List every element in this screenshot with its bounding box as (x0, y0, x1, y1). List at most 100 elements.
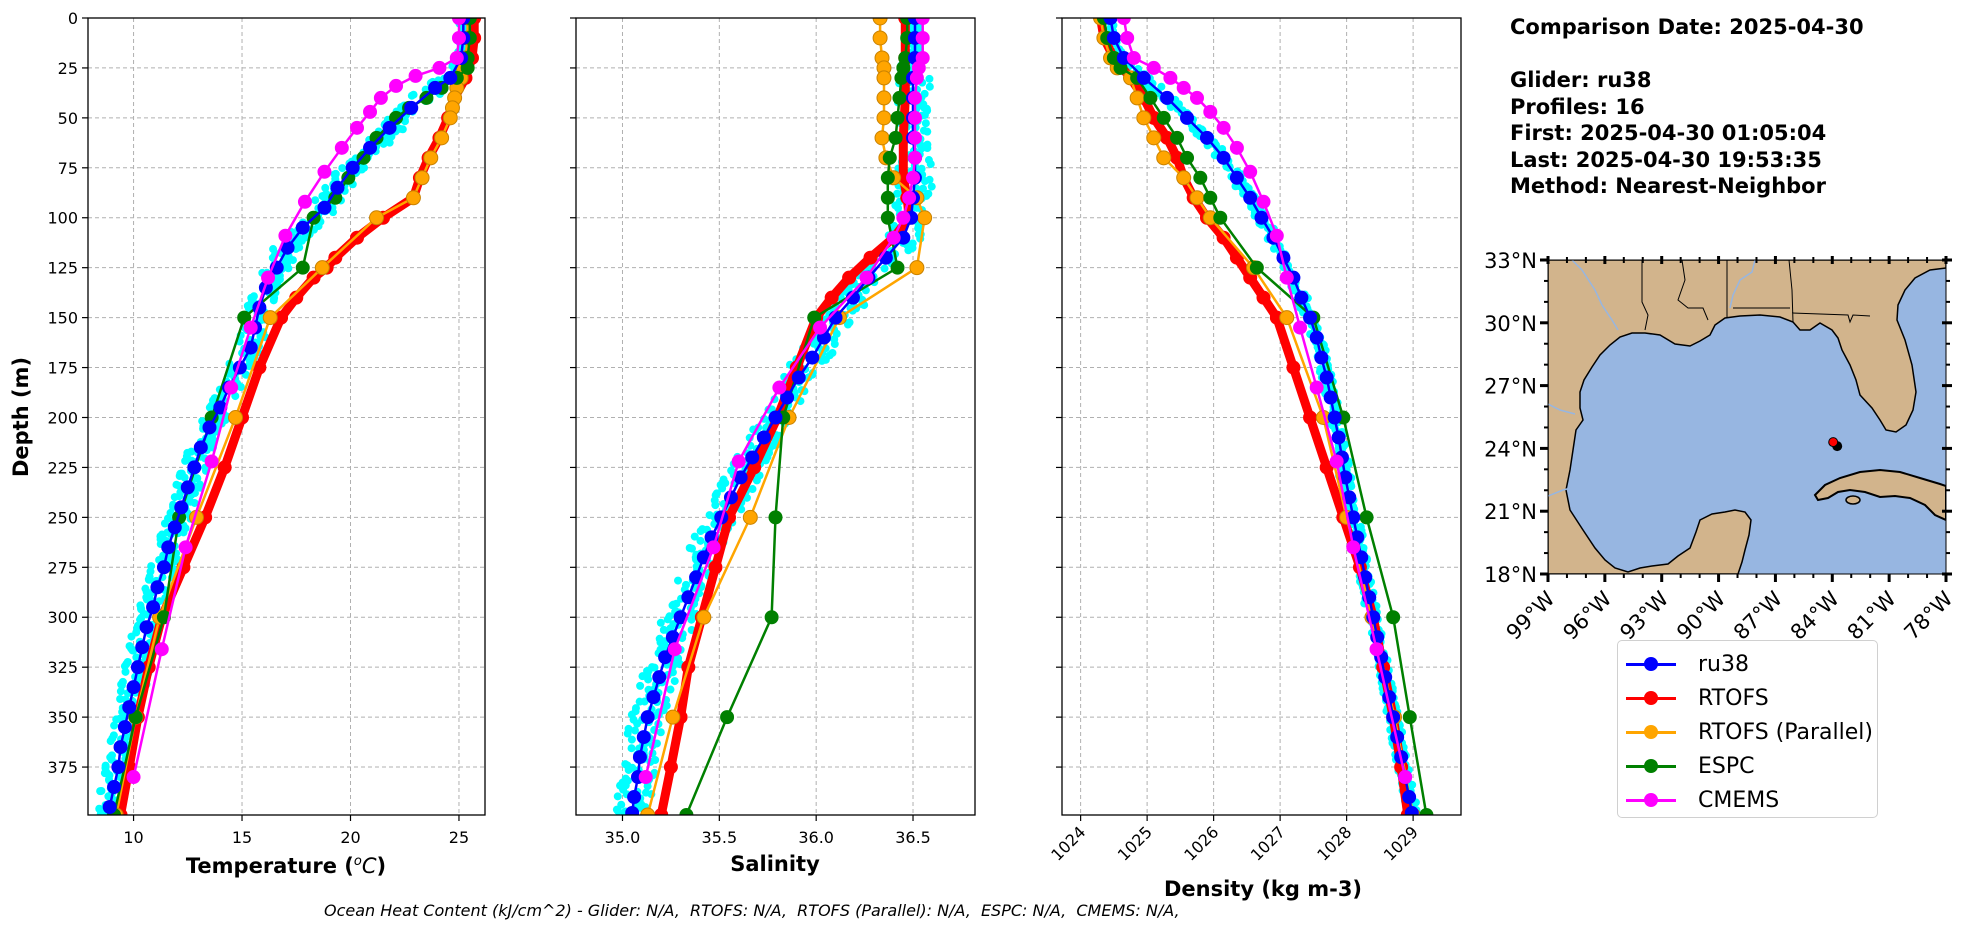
series-point-cmems (204, 454, 219, 469)
series-point-espc (460, 60, 475, 75)
map-lon-label: 87°W (1729, 586, 1787, 644)
glider-profile-point (644, 675, 653, 684)
degree-superscript: o (354, 854, 362, 869)
x-tick-label: 10 (123, 828, 143, 847)
series-point-cmems (886, 230, 901, 245)
x-tick-label: 36.0 (798, 828, 834, 847)
series-point-cmems (731, 454, 746, 469)
glider-profile-point (640, 697, 649, 706)
series-point-cmems (334, 140, 349, 155)
map-lat-label: 33°N (1484, 249, 1537, 273)
map-lon-label: 96°W (1558, 586, 1616, 644)
series-point-rtofs-parallel- (876, 70, 892, 86)
series-point-espc (295, 260, 310, 275)
series-point-ru38 (780, 390, 795, 405)
series-point-ru38 (1106, 30, 1121, 45)
glider-profile-point (830, 340, 839, 349)
legend-label: ESPC (1698, 753, 1755, 779)
glider-profile-point (748, 485, 757, 494)
series-point-rtofs (654, 808, 669, 815)
info-spacer (1510, 41, 1864, 68)
glider-profile-point (106, 737, 115, 746)
series-point-rtofs-parallel- (909, 260, 925, 276)
series-point-ru38 (791, 370, 806, 385)
series-point-cmems (706, 540, 721, 555)
series-point-ru38 (1199, 130, 1214, 145)
series-point-ru38 (345, 160, 360, 175)
map-lon-label: 99°W (1502, 586, 1560, 644)
series-point-rtofs-parallel- (1279, 310, 1295, 326)
glider-profile-point (752, 476, 761, 485)
series-point-espc (880, 210, 895, 225)
glider-profile-point (110, 721, 119, 730)
salinity-panel: 35.0 35.5 36.0 36.5 (570, 17, 976, 847)
series-point-cmems (373, 90, 388, 105)
series-point-cmems (1216, 120, 1231, 135)
series-point-rtofs-parallel- (228, 409, 244, 425)
series-point-cmems (638, 770, 653, 785)
series-point-ru38 (117, 720, 132, 735)
glider-profile-point (737, 505, 746, 514)
glider-profile-point (926, 160, 935, 169)
glider-profile-point (666, 685, 675, 694)
series-point-cmems (363, 104, 378, 119)
legend-swatch-icon (1626, 654, 1676, 674)
series-point-ru38 (1303, 310, 1318, 325)
series-point-ru38 (1402, 790, 1417, 805)
series-point-cmems (1309, 380, 1324, 395)
glider-profile-point (621, 760, 630, 769)
glider-profile-point (338, 164, 347, 173)
series-point-ru38 (1404, 806, 1419, 815)
series-point-ru38 (1229, 170, 1244, 185)
series-point-rtofs (1256, 290, 1271, 305)
series-point-espc (1143, 90, 1158, 105)
series-point-rtofs (708, 560, 723, 575)
axes-frame (1061, 17, 1462, 816)
y-tick-label: 300 (47, 608, 78, 627)
glider-profile-point (880, 264, 889, 273)
series-point-espc (369, 130, 384, 145)
series-point-rtofs (1286, 360, 1301, 375)
series-point-cmems (1398, 770, 1413, 785)
series-point-cmems (896, 210, 911, 225)
y-tick-label: 50 (58, 109, 78, 128)
glider-profile-point (690, 532, 699, 541)
series-point-rtofs-parallel- (1156, 150, 1172, 166)
temperature-label-close: ) (377, 854, 387, 878)
glider-profile-point (136, 615, 145, 624)
y-axis-label-depth: Depth (m) (9, 357, 33, 477)
glider-profile-point (922, 104, 931, 113)
glider-profile-point (921, 119, 930, 128)
series-point-ru38 (404, 100, 419, 115)
method: Method: Nearest-Neighbor (1510, 174, 1826, 198)
glider-profile-point (650, 663, 659, 672)
glider-profile-point (927, 182, 936, 191)
glider-profile-point (923, 144, 932, 153)
comparison-date: Comparison Date: 2025-04-30 (1510, 15, 1864, 39)
legend-item-ru38: ru38 (1626, 649, 1749, 679)
series-point-rtofs-parallel- (1136, 110, 1152, 126)
map-lon-label: 93°W (1615, 586, 1673, 644)
series-point-cmems (667, 642, 682, 657)
glider-profile-point (696, 527, 705, 536)
glider-profile-point (669, 600, 678, 609)
glider-profile-point (843, 320, 852, 329)
glider-profile-point (244, 304, 253, 313)
series-point-espc (237, 310, 252, 325)
legend-label: ru38 (1698, 651, 1749, 677)
glider-profile-point (925, 74, 934, 83)
y-tick-label: 100 (47, 209, 78, 228)
glider-profile-point (670, 677, 679, 686)
series-point-cmems (243, 320, 258, 335)
glider-profile-point (175, 492, 184, 501)
series-point-ru38 (180, 480, 195, 495)
legend-swatch-icon (1626, 688, 1676, 708)
series-point-cmems (1120, 30, 1135, 45)
glider-profile-point (718, 484, 727, 493)
series-point-rtofs-parallel- (917, 210, 933, 226)
series-point-cmems (1229, 140, 1244, 155)
x-tick-label: 1026 (1180, 822, 1222, 864)
series-point-ru38 (156, 560, 171, 575)
series-point-cmems (451, 30, 466, 45)
glider-profile-point (925, 82, 934, 91)
